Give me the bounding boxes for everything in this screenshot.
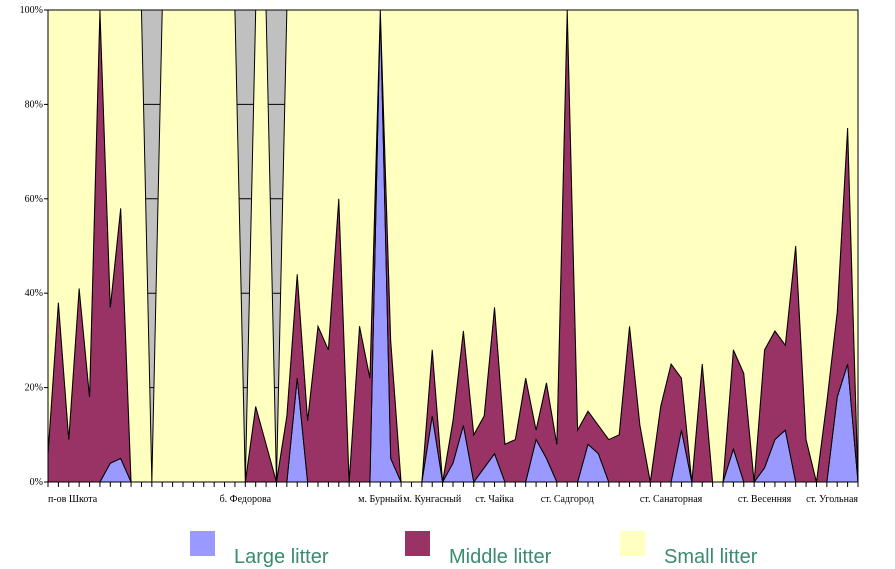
y-tick-label: 20% bbox=[25, 383, 43, 394]
x-tick-label: ст. Садгород bbox=[541, 494, 594, 505]
y-tick-label: 40% bbox=[25, 288, 43, 299]
y-tick-label: 100% bbox=[20, 5, 43, 16]
y-tick-label: 60% bbox=[25, 194, 43, 205]
legend-swatch bbox=[405, 531, 430, 556]
x-tick-label: ст. Весенняя bbox=[738, 494, 792, 505]
legend-swatch bbox=[620, 531, 645, 556]
x-tick-label: м. Кунгасный bbox=[403, 494, 462, 505]
x-tick-label: б. Федорова bbox=[220, 494, 272, 505]
x-tick-label: ст. Угольная bbox=[806, 494, 858, 505]
x-tick-label: ст. Санаторная bbox=[640, 494, 703, 505]
x-tick-label: ст. Чайка bbox=[475, 494, 514, 505]
legend-swatch bbox=[190, 531, 215, 556]
y-tick-label: 80% bbox=[25, 99, 43, 110]
x-tick-label: м. Бурный bbox=[358, 494, 403, 505]
legend-label: Large litter bbox=[234, 546, 329, 568]
x-tick-label: п-ов Шкота bbox=[48, 494, 98, 505]
y-tick-label: 0% bbox=[30, 477, 43, 488]
legend-label: Small litter bbox=[664, 546, 758, 568]
legend-label: Middle litter bbox=[449, 546, 552, 568]
